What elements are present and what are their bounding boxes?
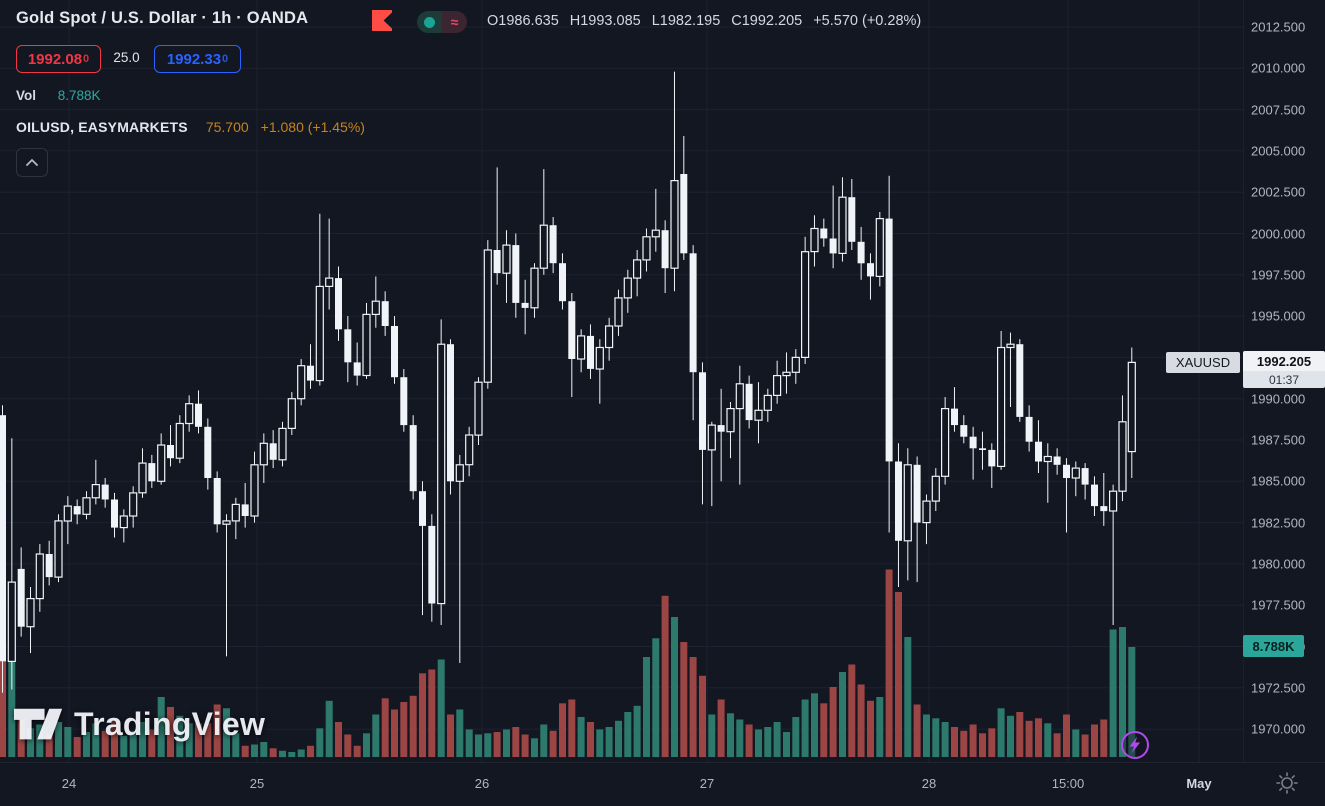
price-tick-label: 1982.500 bbox=[1251, 515, 1306, 531]
price-tick-label: 1985.000 bbox=[1251, 473, 1306, 489]
price-tick-label: 2005.000 bbox=[1251, 143, 1306, 159]
price-tick-label: 1972.500 bbox=[1251, 680, 1306, 696]
symbol-price-label: XAUUSD bbox=[1166, 352, 1240, 373]
overlay-symbol-price: 75.700 bbox=[205, 119, 249, 135]
overlay-symbol-row[interactable]: OILUSD, EASYMARKETS 75.700 +1.080 (+1.45… bbox=[16, 119, 365, 135]
price-tick-label: 1990.000 bbox=[1251, 391, 1306, 407]
collapse-legend-button[interactable] bbox=[16, 148, 48, 177]
time-tick-label: May bbox=[1186, 776, 1212, 791]
price-tick-label: 1970.000 bbox=[1251, 721, 1306, 737]
price-tick-label: 2012.500 bbox=[1251, 19, 1306, 35]
price-tick-label: 1995.000 bbox=[1251, 308, 1306, 324]
bid-last-digit: 0 bbox=[83, 53, 90, 65]
volume-study-value: 8.788K bbox=[57, 88, 101, 103]
volume-study-row[interactable]: Vol 8.788K bbox=[16, 88, 101, 103]
ask-price: 1992.33 bbox=[166, 50, 222, 68]
oanda-logo-icon bbox=[372, 10, 392, 31]
ohlc-high: H1993.085 bbox=[569, 13, 641, 29]
watermark-text: TradingView bbox=[74, 706, 266, 742]
chevron-up-icon bbox=[26, 159, 38, 166]
time-axis[interactable]: 24 25 26 27 28 15:00 May bbox=[0, 762, 1325, 806]
bar-countdown: 01:37 bbox=[1243, 371, 1325, 388]
price-tick-label: 1987.500 bbox=[1251, 432, 1306, 448]
volume-series bbox=[0, 569, 1136, 758]
flash-trade-button[interactable] bbox=[1120, 730, 1150, 760]
ask-last-digit: 0 bbox=[222, 53, 229, 65]
ohlc-low: L1982.195 bbox=[651, 13, 721, 29]
chart-canvas[interactable] bbox=[0, 0, 1325, 762]
ohlc-readout: O1986.635 H1993.085 L1982.195 C1992.205 … bbox=[487, 13, 921, 29]
tradingview-watermark: TradingView bbox=[14, 706, 265, 743]
price-tick-label: 2002.500 bbox=[1251, 184, 1306, 200]
ohlc-close: C1992.205 bbox=[731, 13, 803, 29]
time-tick-label: 26 bbox=[474, 776, 490, 791]
bid-price: 1992.08 bbox=[27, 50, 83, 68]
time-tick-label: 15:00 bbox=[1051, 776, 1085, 791]
time-tick-label: 28 bbox=[921, 776, 937, 791]
lightning-bolt-icon bbox=[1121, 731, 1149, 759]
spread-value: 25.0 bbox=[113, 50, 140, 65]
overlay-symbol-name: OILUSD, EASYMARKETS bbox=[16, 119, 188, 135]
volume-study-label: Vol bbox=[16, 88, 36, 103]
price-tick-label: 2010.000 bbox=[1251, 60, 1306, 76]
sell-bid-button[interactable]: 1992.08 0 bbox=[16, 45, 101, 73]
overlay-symbol-change: +1.080 (+1.45%) bbox=[260, 119, 365, 135]
time-tick-label: 24 bbox=[61, 776, 77, 791]
last-price-label[interactable]: 1992.205 01:37 bbox=[1243, 351, 1325, 388]
grid bbox=[0, 0, 1243, 762]
ohlc-open: O1986.635 bbox=[487, 13, 559, 29]
price-tick-label: 2000.000 bbox=[1251, 226, 1306, 241]
buy-ask-button[interactable]: 1992.33 0 bbox=[154, 45, 241, 73]
candlestick-series bbox=[0, 71, 1136, 693]
volume-axis-label: 8.788K bbox=[1243, 635, 1304, 657]
time-tick-label: 27 bbox=[699, 776, 715, 791]
market-status-toggle[interactable]: ≈ bbox=[417, 11, 467, 33]
symbol-title[interactable]: Gold Spot / U.S. Dollar · 1h · OANDA bbox=[16, 9, 309, 27]
price-tick-label: 2007.500 bbox=[1251, 102, 1306, 118]
tradingview-logo-icon bbox=[14, 708, 63, 740]
price-tick-label: 1997.500 bbox=[1251, 267, 1306, 283]
sun-icon bbox=[1276, 772, 1298, 794]
time-tick-label: 25 bbox=[249, 776, 265, 791]
realtime-dot-icon bbox=[417, 11, 442, 33]
price-tick-label: 1977.500 bbox=[1251, 597, 1306, 613]
price-tick-label: 1980.000 bbox=[1251, 556, 1306, 572]
approx-data-icon: ≈ bbox=[442, 11, 467, 33]
last-price-value: 1992.205 bbox=[1243, 351, 1325, 371]
ohlc-change: +5.570 (+0.28%) bbox=[813, 13, 922, 29]
session-settings-button[interactable] bbox=[1274, 770, 1300, 796]
